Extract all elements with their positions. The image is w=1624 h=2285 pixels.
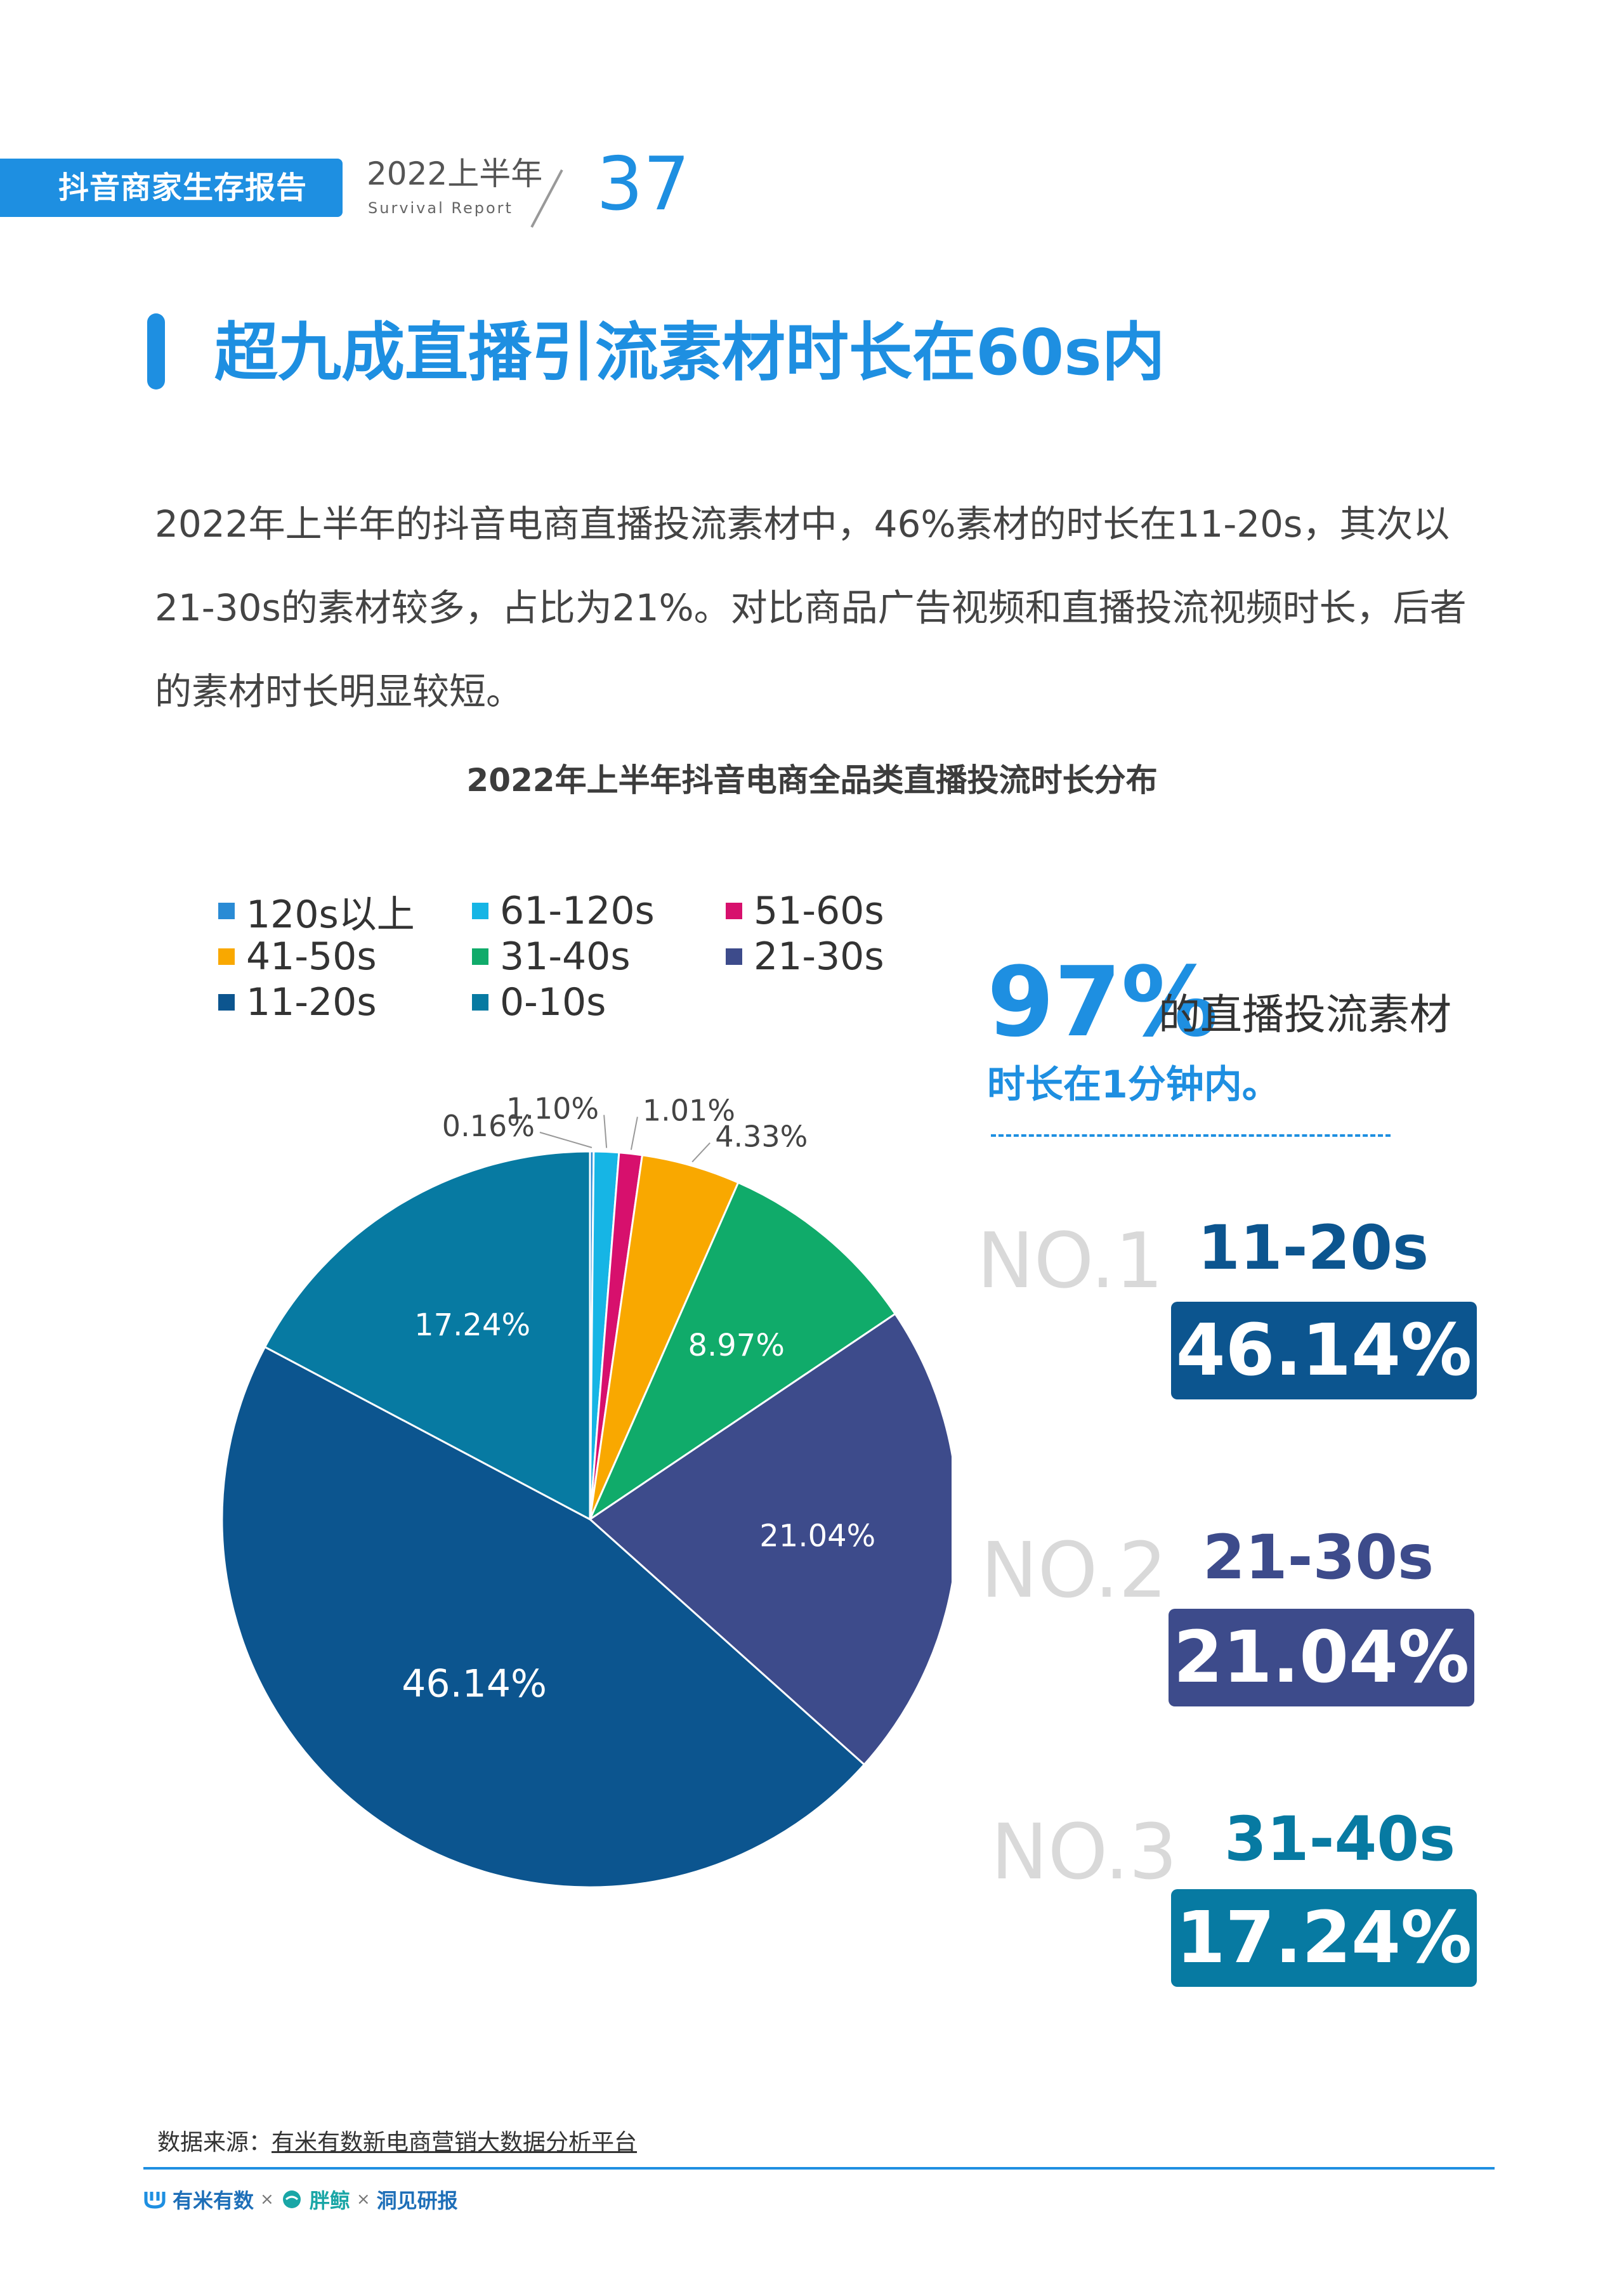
dashed-divider — [991, 1134, 1391, 1137]
legend-swatch — [218, 994, 235, 1011]
pie-label-11-20s: 46.14% — [402, 1662, 547, 1706]
pie-leader-line — [691, 1142, 710, 1163]
legend-swatch — [472, 948, 488, 965]
data-source: 数据来源：有米有数新电商营销大数据分析平台 — [157, 2124, 637, 2157]
highlight-subtext: 时长在1分钟内。 — [987, 1063, 1280, 1107]
report-year: 2022上半年 — [367, 155, 543, 192]
pie-label-120s以上: 0.16% — [442, 1109, 535, 1143]
legend-label: 51-60s — [754, 889, 884, 933]
pie-slice-0-10s — [263, 1150, 591, 1521]
footer-logo-3: 洞见研报 — [376, 2189, 458, 2213]
highlight-text: 的直播投流素材 — [1158, 990, 1451, 1039]
report-tag: 抖音商家生存报告 — [0, 159, 343, 217]
report-tag-label: 抖音商家生存报告 — [58, 170, 308, 206]
pie-chart: 0.16%1.10% 1.01%4.33% 8.97% 21.04% 46.14% 17.… — [221, 1092, 952, 1889]
rank-2-label: NO.2 — [981, 1527, 1167, 1615]
legend-swatch — [726, 948, 742, 965]
legend-item-0-10s: 0-10s — [472, 979, 606, 1025]
legend-label: 41-50s — [246, 934, 377, 979]
whale-logo-icon — [282, 2190, 301, 2208]
rank-1-value: 46.14% — [1171, 1302, 1477, 1399]
rank-2-range: 21-30s — [1203, 1522, 1434, 1593]
legend-label: 11-20s — [246, 980, 377, 1025]
legend-swatch — [472, 994, 488, 1011]
footer-divider — [143, 2167, 1495, 2170]
page-number: 37 — [596, 141, 690, 227]
rank-2-value: 21.04% — [1169, 1609, 1474, 1706]
legend-label: 120s以上 — [246, 892, 415, 937]
pie-label-21-30s: 21.04% — [759, 1519, 875, 1554]
footer-logo-1: 有米有数 — [173, 2189, 254, 2213]
footer-sep-2: × — [356, 2190, 370, 2209]
pie-label-51-60s: 1.01% — [643, 1094, 735, 1128]
youmi-logo-icon — [144, 2192, 166, 2209]
legend-item-21-30s: 21-30s — [726, 934, 884, 979]
legend-item-41-50s: 41-50s — [218, 934, 377, 979]
pie-slice-11-20s — [221, 1345, 866, 1889]
footer-sep-1: × — [260, 2190, 274, 2209]
intro-paragraph: 2022年上半年的抖音电商直播投流素材中，46%素材的时长在11-20s，其次以… — [155, 502, 1467, 713]
pie-leader-line — [603, 1115, 608, 1148]
data-source-link[interactable]: 有米有数新电商营销大数据分析平台 — [272, 2130, 638, 2156]
pie-label-31-40s: 8.97% — [688, 1328, 784, 1363]
legend-item-31-40s: 31-40s — [472, 934, 631, 979]
pie-slice-21-30s — [588, 1313, 952, 1766]
legend-item-61-120s: 61-120s — [472, 888, 655, 934]
data-source-prefix: 数据来源： — [157, 2130, 272, 2156]
footer-logo-2: 胖鲸 — [309, 2189, 350, 2213]
legend-label: 0-10s — [500, 980, 606, 1025]
legend-swatch — [726, 903, 742, 919]
page-title: 超九成直播引流素材时长在60s内 — [214, 315, 1165, 390]
legend-item-11-20s: 11-20s — [218, 979, 377, 1025]
rank-3-value: 17.24% — [1171, 1889, 1477, 1987]
legend-label: 21-30s — [754, 934, 884, 979]
report-subtitle: Survival Report — [368, 199, 513, 217]
rank-3-label: NO.3 — [991, 1809, 1177, 1897]
pie-label-41-50s: 4.33% — [715, 1120, 808, 1154]
rank-1-range: 11-20s — [1198, 1212, 1429, 1283]
pie-leader-line — [630, 1116, 638, 1150]
legend-item-51-60s: 51-60s — [726, 888, 884, 934]
title-accent-bar — [147, 313, 165, 390]
pie-slice-31-40s — [587, 1181, 897, 1522]
legend-swatch — [218, 903, 235, 919]
highlight-percentage: 97% — [987, 946, 1218, 1058]
chart-title: 2022年上半年抖音电商全品类直播投流时长分布 — [466, 762, 1158, 799]
rank-3-range: 31-40s — [1224, 1804, 1456, 1875]
rank-1-label: NO.1 — [977, 1217, 1163, 1306]
pie-label-61-120s: 1.10% — [506, 1092, 599, 1126]
pie-label-0-10s: 17.24% — [414, 1307, 530, 1343]
pie-leader-line — [539, 1132, 593, 1148]
legend-item-120s-plus: 120s以上 — [218, 888, 415, 937]
footer-logos: 有米有数 × 胖鲸 × 洞见研报 — [143, 2185, 458, 2214]
legend-swatch — [472, 903, 488, 919]
legend-swatch — [218, 948, 235, 965]
legend-label: 61-120s — [500, 889, 655, 933]
legend-label: 31-40s — [500, 934, 631, 979]
